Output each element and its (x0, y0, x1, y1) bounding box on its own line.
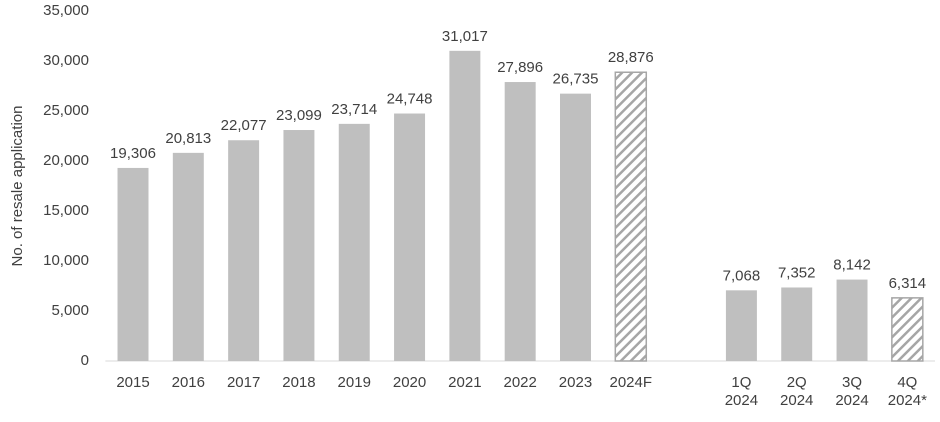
data-label: 27,896 (497, 59, 543, 76)
bar (283, 130, 315, 361)
y-tick-label: 30,000 (43, 52, 89, 69)
data-label: 26,735 (553, 71, 599, 88)
data-label: 22,077 (221, 117, 267, 134)
data-label: 6,314 (889, 275, 927, 292)
bar (504, 82, 536, 361)
bar (891, 297, 924, 362)
bar (338, 123, 370, 361)
data-label: 7,352 (778, 264, 816, 281)
data-label: 24,748 (387, 90, 433, 107)
data-label: 20,813 (165, 130, 211, 147)
y-tick-label: 10,000 (43, 252, 89, 269)
data-label: 28,876 (608, 49, 654, 66)
x-tick-label: 2016 (171, 374, 205, 391)
y-tick-label: 35,000 (43, 2, 89, 19)
y-tick-label: 25,000 (43, 102, 89, 119)
y-tick-label: 5,000 (51, 302, 89, 319)
x-tick-label: 2023 (558, 374, 593, 391)
data-label: 8,142 (833, 257, 871, 274)
x-tick-label: 2Q 2024 (780, 374, 814, 409)
bar (394, 113, 426, 362)
x-tick-label: 2024F (609, 374, 653, 391)
bar (117, 167, 149, 361)
data-label: 23,099 (276, 107, 322, 124)
bar (836, 279, 868, 361)
bar (172, 152, 204, 361)
data-label: 19,306 (110, 145, 156, 162)
y-tick-label: 20,000 (43, 152, 89, 169)
bar (559, 93, 591, 362)
data-label: 31,017 (442, 28, 488, 45)
x-tick-label: 2020 (392, 374, 427, 391)
y-tick-label: 15,000 (43, 202, 89, 219)
x-tick-label: 2018 (282, 374, 316, 391)
bar (228, 140, 260, 361)
x-tick-label: 2019 (337, 374, 371, 391)
data-label: 7,068 (723, 267, 761, 284)
bar (614, 71, 648, 362)
x-tick-label: 3Q 2024 (835, 374, 869, 409)
data-label: 23,714 (331, 101, 377, 118)
y-axis-label: No. of resale application (9, 106, 26, 267)
x-tick-label: 4Q 2024* (887, 374, 927, 409)
bar (449, 50, 481, 362)
y-tick-label: 0 (81, 352, 89, 369)
bar (725, 290, 757, 361)
x-tick-label: 2022 (503, 374, 537, 391)
bar (781, 287, 813, 361)
x-tick-label: 2021 (448, 374, 482, 391)
x-tick-label: 1Q 2024 (724, 374, 759, 409)
x-tick-label: 2017 (226, 374, 261, 391)
x-tick-label: 2015 (116, 374, 150, 391)
